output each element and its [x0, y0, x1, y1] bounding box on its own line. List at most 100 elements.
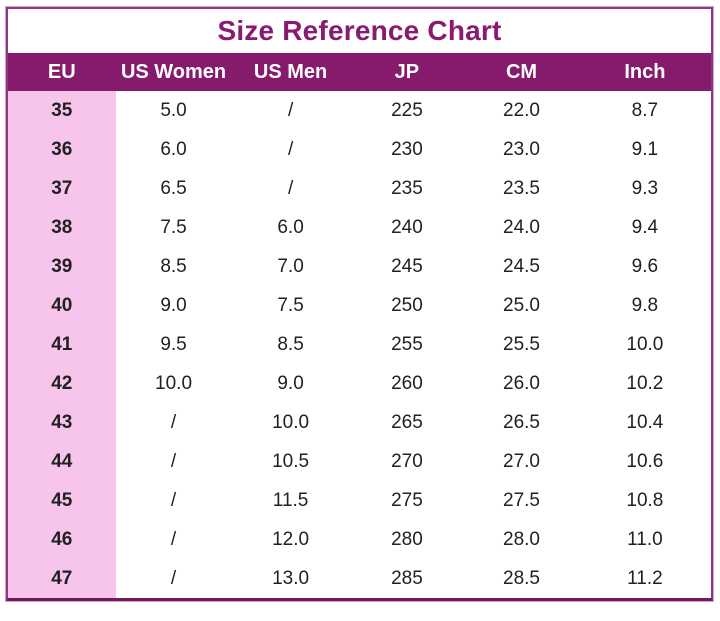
table-cell: 260	[349, 364, 465, 403]
table-cell: 6.5	[115, 169, 232, 208]
table-cell: /	[231, 130, 350, 169]
table-cell: 6.0	[115, 130, 232, 169]
table-cell: 13.0	[231, 559, 350, 598]
table-row: 45/11.5 275 27.5 10.8	[8, 481, 711, 520]
size-reference-table: EU US Women US Men JP CM Inch 35 5.0/225 22.0 8.…	[8, 53, 711, 598]
table-cell: 230	[349, 130, 465, 169]
table-cell: 245	[349, 247, 465, 286]
table-cell: 27.5	[464, 481, 579, 520]
title-row: Size Reference Chart	[8, 9, 711, 53]
eu-size-cell: 40	[8, 286, 116, 325]
eu-size-cell: 47	[8, 559, 116, 598]
table-cell: 240	[349, 208, 465, 247]
table-cell: 25.0	[464, 286, 579, 325]
eu-size-cell: 43	[8, 403, 116, 442]
table-cell: 27.0	[464, 442, 579, 481]
table-cell: /	[231, 91, 350, 130]
table-cell: /	[115, 481, 232, 520]
eu-size-cell: 42	[8, 364, 116, 403]
table-cell: 10.0	[231, 403, 350, 442]
table-cell: 22.0	[464, 91, 579, 130]
table-cell: /	[115, 559, 232, 598]
column-header-us-women: US Women	[115, 53, 232, 91]
table-row: 41 9.5 8.5 255 25.5 10.0	[8, 325, 711, 364]
eu-size-cell: 38	[8, 208, 116, 247]
column-header-inch: Inch	[578, 53, 711, 91]
table-row: 44/10.5 270 27.0 10.6	[8, 442, 711, 481]
table-cell: 11.5	[231, 481, 350, 520]
table-cell: 24.0	[464, 208, 579, 247]
table-body: 35 5.0/225 22.0 8.7 36 6.0/230 23.0 9.1 37 6.5/23…	[8, 91, 711, 598]
table-cell: 10.2	[578, 364, 711, 403]
table-cell: 10.0	[578, 325, 711, 364]
table-cell: 9.0	[115, 286, 232, 325]
table-cell: 9.6	[578, 247, 711, 286]
table-cell: 26.0	[464, 364, 579, 403]
table-cell: 24.5	[464, 247, 579, 286]
table-row: 36 6.0/230 23.0 9.1	[8, 130, 711, 169]
table-cell: 11.2	[578, 559, 711, 598]
table-cell: 250	[349, 286, 465, 325]
column-header-eu: EU	[8, 53, 116, 91]
table-cell: 270	[349, 442, 465, 481]
table-cell: /	[231, 169, 350, 208]
table-cell: 255	[349, 325, 465, 364]
table-cell: 275	[349, 481, 465, 520]
column-header-cm: CM	[464, 53, 579, 91]
eu-size-cell: 39	[8, 247, 116, 286]
table-cell: 8.5	[231, 325, 350, 364]
table-cell: 23.5	[464, 169, 579, 208]
table-cell: 7.5	[231, 286, 350, 325]
table-cell: 9.8	[578, 286, 711, 325]
table-cell: 9.4	[578, 208, 711, 247]
table-row: 40 9.0 7.5 250 25.0 9.8	[8, 286, 711, 325]
table-cell: 11.0	[578, 520, 711, 559]
table-cell: 225	[349, 91, 465, 130]
table-row: 38 7.5 6.0 240 24.0 9.4	[8, 208, 711, 247]
size-chart-frame: Size Reference Chart EU US Women US Men JP C…	[6, 7, 713, 601]
eu-size-cell: 46	[8, 520, 116, 559]
table-cell: 5.0	[115, 91, 232, 130]
eu-size-cell: 37	[8, 169, 116, 208]
eu-size-cell: 41	[8, 325, 116, 364]
eu-size-cell: 44	[8, 442, 116, 481]
table-row: 47/13.0 285 28.5 11.2	[8, 559, 711, 598]
eu-size-cell: 45	[8, 481, 116, 520]
table-row: 42 10.0 9.0 260 26.0 10.2	[8, 364, 711, 403]
eu-size-cell: 36	[8, 130, 116, 169]
table-row: 43/10.0 265 26.5 10.4	[8, 403, 711, 442]
table-cell: 9.3	[578, 169, 711, 208]
table-cell: 7.0	[231, 247, 350, 286]
table-cell: 8.7	[578, 91, 711, 130]
table-cell: 23.0	[464, 130, 579, 169]
table-cell: 28.0	[464, 520, 579, 559]
table-cell: 26.5	[464, 403, 579, 442]
table-cell: 265	[349, 403, 465, 442]
table-cell: 9.1	[578, 130, 711, 169]
table-cell: 10.4	[578, 403, 711, 442]
page-title: Size Reference Chart	[217, 15, 502, 46]
table-cell: 9.0	[231, 364, 350, 403]
table-row: 37 6.5/235 23.5 9.3	[8, 169, 711, 208]
table-cell: 285	[349, 559, 465, 598]
table-cell: 10.0	[115, 364, 232, 403]
table-cell: 235	[349, 169, 465, 208]
table-row: 46/12.0 280 28.0 11.0	[8, 520, 711, 559]
table-cell: /	[115, 442, 232, 481]
table-cell: 10.6	[578, 442, 711, 481]
table-cell: 12.0	[231, 520, 350, 559]
table-cell: /	[115, 403, 232, 442]
table-header: EU US Women US Men JP CM Inch	[8, 53, 711, 91]
table-cell: /	[115, 520, 232, 559]
column-header-us-men: US Men	[231, 53, 350, 91]
table-cell: 28.5	[464, 559, 579, 598]
eu-size-cell: 35	[8, 91, 116, 130]
column-header-jp: JP	[349, 53, 465, 91]
table-header-row: EU US Women US Men JP CM Inch	[8, 53, 711, 91]
table-cell: 10.5	[231, 442, 350, 481]
table-row: 39 8.5 7.0 245 24.5 9.6	[8, 247, 711, 286]
table-cell: 8.5	[115, 247, 232, 286]
table-cell: 25.5	[464, 325, 579, 364]
table-cell: 280	[349, 520, 465, 559]
table-row: 35 5.0/225 22.0 8.7	[8, 91, 711, 130]
